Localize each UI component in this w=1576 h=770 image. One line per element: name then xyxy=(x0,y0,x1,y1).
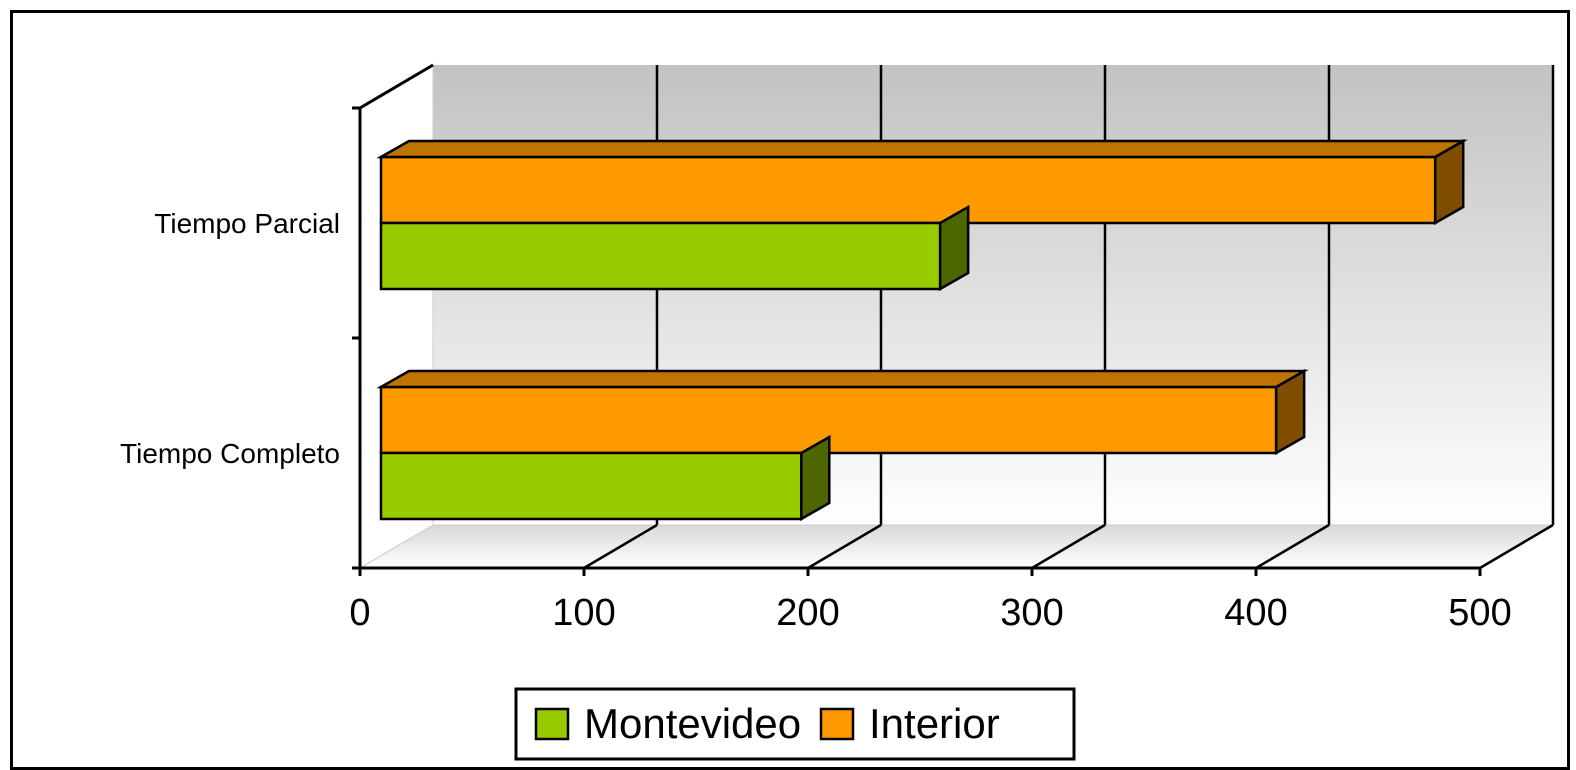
legend-label: Interior xyxy=(869,700,1000,747)
bar-interior xyxy=(376,368,1309,456)
bar-front xyxy=(379,451,803,521)
x-tick-label: 400 xyxy=(1224,592,1287,634)
x-tick-label: 200 xyxy=(776,592,839,634)
y-axis-top-edge xyxy=(359,63,434,110)
x-tick-label: 100 xyxy=(552,592,615,634)
gridline-floor xyxy=(583,523,658,570)
legend-swatch xyxy=(534,707,570,741)
bar-front xyxy=(379,155,1437,225)
x-tick-label: 0 xyxy=(349,592,370,634)
bar-interior xyxy=(376,138,1468,226)
legend: Montevideo Interior xyxy=(514,687,1076,761)
bar-montevideo xyxy=(379,204,970,292)
gridline-floor xyxy=(1031,523,1106,570)
bar-front xyxy=(379,221,942,291)
chart-floor xyxy=(358,524,1555,569)
legend-label: Montevideo xyxy=(584,700,801,747)
x-tick-label: 500 xyxy=(1448,592,1511,634)
bar-top xyxy=(376,139,1468,159)
legend-swatch xyxy=(819,707,855,741)
bar-top xyxy=(376,369,1309,389)
gridline-floor xyxy=(1479,523,1554,570)
bar-side xyxy=(800,434,831,522)
legend-box xyxy=(514,687,1076,761)
gridline-floor xyxy=(807,523,882,570)
category-label: Tiempo Completo xyxy=(120,438,340,469)
x-tick-label: 300 xyxy=(1000,592,1063,634)
category-label: Tiempo Parcial xyxy=(154,208,340,239)
bar-side xyxy=(938,204,970,292)
bar-montevideo xyxy=(379,434,831,522)
gridline-floor xyxy=(1255,523,1330,570)
